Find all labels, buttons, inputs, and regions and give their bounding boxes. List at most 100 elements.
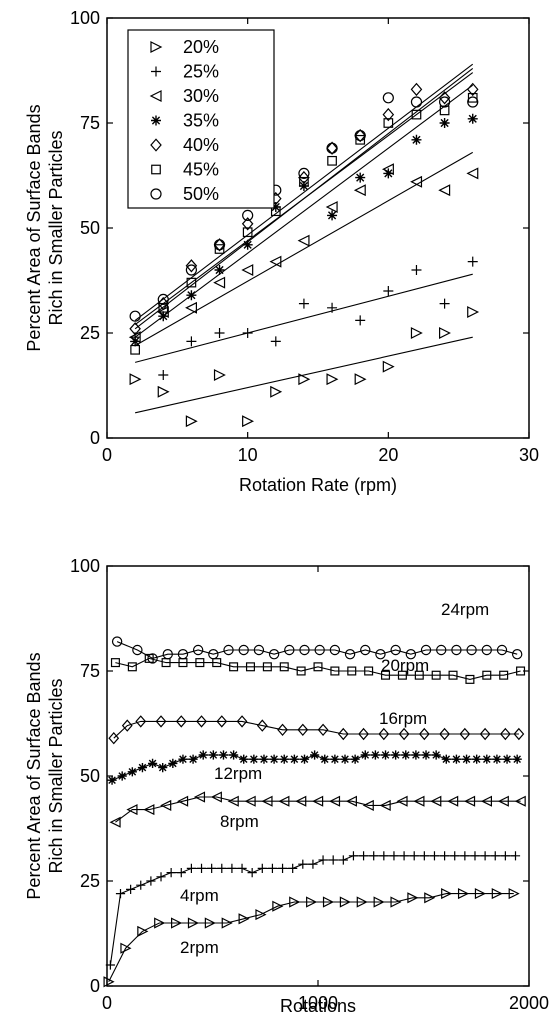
point-8rpm	[244, 795, 256, 807]
point-16rpm	[378, 727, 390, 741]
point-35	[439, 118, 450, 128]
fit-line-25	[134, 273, 473, 363]
point-45	[242, 227, 253, 238]
legend-marker-25	[151, 66, 161, 77]
point-4rpm	[480, 851, 490, 861]
point-35	[214, 265, 225, 275]
point-8rpm	[430, 795, 442, 807]
legend-marker-35	[151, 115, 161, 126]
series-label-2rpm: 2rpm	[180, 938, 219, 957]
legend-marker-45	[151, 164, 161, 175]
y-tick-label: 0	[90, 976, 100, 996]
point-2rpm	[187, 917, 200, 929]
point-20rpm	[262, 662, 272, 672]
point-12rpm	[401, 750, 411, 760]
series-16rpm	[108, 715, 525, 745]
point-45	[158, 302, 169, 313]
point-24rpm	[329, 644, 341, 656]
point-12rpm	[492, 754, 502, 764]
point-2rpm	[221, 917, 233, 929]
point-2rpm	[171, 917, 183, 929]
point-4rpm	[298, 859, 308, 869]
x-tick-label: 0	[102, 445, 112, 465]
point-24rpm	[284, 644, 295, 656]
point-12rpm	[441, 754, 451, 764]
point-4rpm	[399, 851, 409, 861]
legend-marker-40	[150, 138, 162, 152]
point-12rpm	[107, 775, 117, 785]
series-label-16rpm: 16rpm	[379, 709, 427, 728]
point-16rpm	[196, 715, 207, 728]
point-16rpm	[216, 715, 228, 728]
point-4rpm	[308, 859, 318, 869]
point-8rpm	[379, 799, 391, 811]
point-30	[325, 201, 338, 213]
series-label-4rpm: 4rpm	[180, 886, 219, 905]
point-8rpm	[514, 795, 526, 807]
point-40	[157, 296, 170, 311]
x-tick-label: 1000	[298, 993, 338, 1013]
point-12rpm	[279, 754, 289, 764]
point-8rpm	[160, 799, 172, 811]
point-24rpm	[511, 649, 523, 660]
point-24rpm	[192, 644, 204, 656]
point-30	[241, 264, 254, 276]
point-8rpm	[193, 791, 206, 803]
point-4rpm	[358, 851, 369, 861]
point-20	[410, 327, 423, 339]
point-20rpm	[381, 670, 391, 680]
point-4rpm	[429, 851, 440, 861]
legend-label-50: 50%	[183, 184, 219, 204]
point-35	[242, 239, 253, 250]
point-4rpm	[277, 863, 288, 873]
point-12rpm	[310, 750, 320, 760]
point-30	[466, 167, 479, 180]
point-20rpm	[364, 666, 374, 676]
point-20rpm	[431, 670, 441, 680]
series-12rpm	[107, 750, 522, 785]
x-tick-label: 30	[519, 445, 539, 465]
point-24rpm	[253, 644, 265, 656]
point-16rpm	[277, 723, 288, 737]
point-16rpm	[135, 715, 147, 728]
point-12rpm	[380, 750, 391, 760]
line-20rpm	[115, 657, 521, 680]
y-axis-label: Percent Area of Surface Bands Rich in Sm…	[24, 652, 66, 899]
point-4rpm	[500, 851, 510, 861]
series-2rpm	[103, 888, 520, 988]
fit-line-45	[134, 72, 474, 326]
point-4rpm	[126, 884, 136, 894]
point-12rpm	[158, 763, 168, 773]
point-50	[213, 239, 226, 251]
point-20	[439, 327, 451, 339]
point-16rpm	[236, 715, 248, 728]
point-12rpm	[117, 771, 127, 781]
point-45	[186, 277, 197, 288]
point-8rpm	[295, 795, 307, 807]
point-16rpm	[121, 719, 133, 732]
point-25	[242, 328, 253, 338]
line-16rpm	[113, 720, 519, 739]
legend-marker-30	[149, 90, 162, 102]
series-25	[130, 256, 478, 380]
point-24rpm	[299, 644, 310, 656]
point-4rpm	[470, 851, 480, 861]
point-4rpm	[136, 880, 146, 890]
x-axis-label: Rotations	[280, 996, 356, 1016]
point-16rpm	[499, 727, 511, 741]
point-4rpm	[328, 855, 338, 865]
point-12rpm	[461, 754, 472, 764]
point-4rpm	[176, 868, 186, 878]
y-axis-label-line-1: Percent Area of Surface Bands	[24, 104, 44, 351]
point-30	[438, 184, 451, 197]
point-50	[410, 96, 423, 108]
point-12rpm	[482, 754, 492, 764]
point-25	[383, 286, 394, 296]
point-8rpm	[497, 795, 509, 807]
point-24rpm	[436, 644, 447, 656]
point-2rpm	[424, 892, 436, 904]
point-20rpm	[229, 662, 239, 672]
point-20rpm	[347, 666, 357, 676]
point-4rpm	[369, 851, 379, 861]
point-12rpm	[451, 754, 462, 764]
